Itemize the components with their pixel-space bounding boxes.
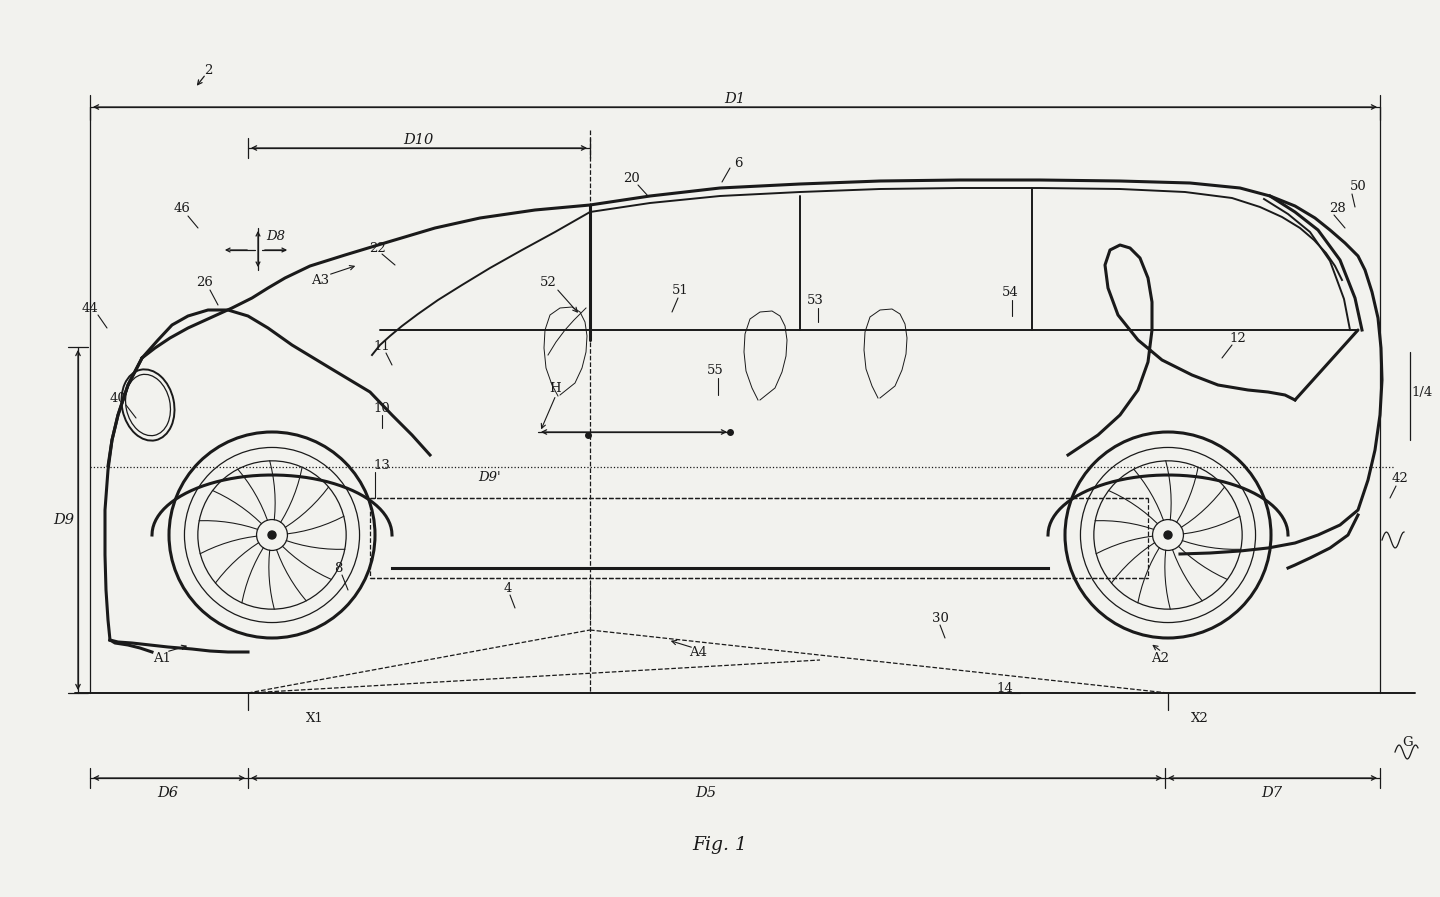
Text: 20: 20 <box>624 171 641 185</box>
Text: D1: D1 <box>724 92 746 106</box>
Text: 22: 22 <box>370 241 386 255</box>
Circle shape <box>1164 531 1172 539</box>
Text: 4: 4 <box>504 581 513 595</box>
Text: A4: A4 <box>688 646 707 658</box>
Text: 8: 8 <box>334 562 343 574</box>
Text: D6: D6 <box>157 786 179 800</box>
Text: A1: A1 <box>153 651 171 665</box>
Text: 12: 12 <box>1230 332 1247 344</box>
Text: D7: D7 <box>1261 786 1283 800</box>
Text: 53: 53 <box>806 293 824 307</box>
Text: 30: 30 <box>932 612 949 624</box>
Text: A2: A2 <box>1151 651 1169 665</box>
Text: 14: 14 <box>996 682 1014 694</box>
Text: 26: 26 <box>197 275 213 289</box>
Text: D9: D9 <box>53 513 75 527</box>
Text: 28: 28 <box>1329 202 1346 214</box>
Text: A3: A3 <box>311 274 330 286</box>
Text: 10: 10 <box>373 402 390 414</box>
Text: 51: 51 <box>671 283 688 297</box>
Text: D9': D9' <box>478 471 501 483</box>
Text: X2: X2 <box>1191 711 1208 725</box>
Text: 13: 13 <box>373 458 390 472</box>
Text: 52: 52 <box>540 275 556 289</box>
Text: 1/4: 1/4 <box>1411 386 1433 398</box>
Text: D5: D5 <box>696 786 717 800</box>
Text: 44: 44 <box>82 301 98 315</box>
Text: 40: 40 <box>109 391 127 405</box>
Circle shape <box>268 531 276 539</box>
Text: Fig. 1: Fig. 1 <box>693 836 747 854</box>
Text: 11: 11 <box>373 339 390 353</box>
Text: 46: 46 <box>174 202 190 214</box>
Text: 55: 55 <box>707 363 723 377</box>
Text: 50: 50 <box>1349 179 1367 193</box>
Text: 6: 6 <box>734 156 742 170</box>
Text: 54: 54 <box>1002 285 1018 299</box>
Text: X1: X1 <box>307 711 324 725</box>
Text: G: G <box>1403 736 1413 748</box>
Text: D8: D8 <box>266 230 285 242</box>
Text: H: H <box>549 381 560 395</box>
Text: 2: 2 <box>204 64 212 76</box>
Text: 42: 42 <box>1391 472 1408 484</box>
Text: D10: D10 <box>403 133 433 147</box>
